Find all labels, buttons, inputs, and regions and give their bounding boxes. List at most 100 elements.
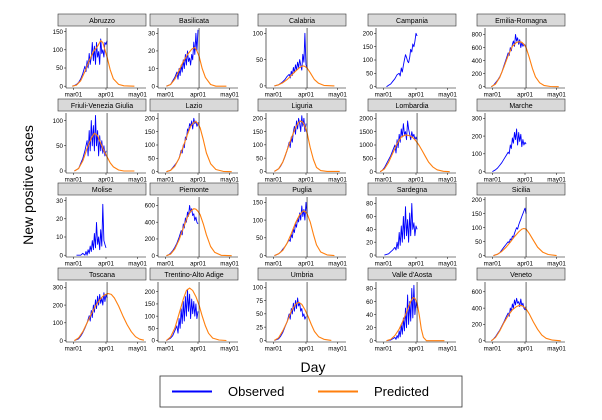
y-tick-label: 200 — [472, 322, 483, 329]
y-tick-label: 0 — [60, 83, 64, 90]
observed-series-line — [166, 117, 200, 173]
y-tick-label: 75 — [256, 298, 263, 305]
panel-strip — [367, 13, 457, 27]
x-tick-label: apr01 — [298, 177, 314, 184]
y-tick-label: 400 — [472, 58, 483, 65]
panel-strip — [57, 182, 147, 196]
y-tick-label: 0 — [260, 169, 264, 176]
panel-strip — [57, 98, 147, 112]
observed-series-line — [491, 297, 527, 342]
x-tick-label: apr01 — [98, 261, 114, 268]
y-tick-label: 40 — [366, 312, 373, 319]
panel-strip — [367, 98, 457, 112]
x-tick-label: may01 — [328, 177, 347, 184]
y-tick-label: 200 — [145, 236, 156, 243]
panel-title: Umbria — [291, 272, 314, 279]
panel-title: Friuli-Venezia Giulia — [71, 103, 133, 110]
y-tick-label: 0 — [479, 253, 483, 260]
x-tick-label: mar01 — [265, 177, 283, 184]
y-tick-label: 200 — [472, 71, 483, 78]
y-tick-label: 100 — [253, 217, 264, 224]
panel-title: Lombardia — [395, 103, 428, 110]
x-tick-label: apr01 — [190, 261, 206, 268]
x-axis-title: Day — [301, 359, 326, 375]
panel-strip — [476, 267, 566, 281]
x-tick-label: mar01 — [484, 346, 502, 353]
y-tick-label: 200 — [472, 197, 483, 204]
y-tick-label: 50 — [256, 311, 263, 318]
observed-series-line — [274, 115, 307, 172]
panel-piemonte: Piemonte 0 200 400 600 mar01 apr01 may01 — [145, 182, 239, 268]
predicted-series-line — [491, 41, 559, 88]
y-tick-label: 10 — [56, 234, 63, 241]
y-tick-label: 100 — [253, 30, 264, 37]
y-tick-label: 0 — [370, 169, 374, 176]
panel-sardegna: Sardegna 0 20 40 60 80 mar01 apr01 may01 — [366, 182, 457, 268]
panel-strip — [57, 13, 147, 27]
x-tick-label: mar01 — [157, 346, 175, 353]
y-tick-label: 50 — [56, 65, 63, 72]
x-tick-label: apr01 — [98, 346, 114, 353]
panel-strip — [149, 267, 239, 281]
observed-series-line — [384, 203, 418, 256]
x-tick-label: may01 — [547, 261, 566, 268]
panel-friuli-venezia-giulia: Friuli-Venezia Giulia 0 50 100 mar01 apr01 may… — [53, 98, 147, 184]
x-tick-label: apr01 — [408, 177, 424, 184]
predicted-series-line — [274, 210, 335, 257]
y-tick-label: 0 — [260, 83, 264, 90]
y-tick-label: 150 — [363, 44, 374, 51]
x-tick-label: apr01 — [517, 177, 533, 184]
panel-title: Liguria — [291, 103, 312, 110]
x-tick-label: apr01 — [408, 346, 424, 353]
observed-series-line — [274, 201, 308, 257]
x-tick-label: may01 — [438, 346, 457, 353]
observed-series-line — [166, 288, 199, 341]
observed-series-line — [76, 203, 107, 256]
panel-strip — [149, 13, 239, 27]
x-tick-label: may01 — [220, 346, 239, 353]
x-tick-label: apr01 — [298, 261, 314, 268]
x-tick-label: mar01 — [375, 261, 393, 268]
panel-strip — [367, 182, 457, 196]
panel-title: Campania — [396, 18, 428, 25]
y-tick-label: 0 — [152, 338, 156, 345]
y-tick-label: 100 — [53, 47, 64, 54]
x-tick-label: mar01 — [375, 177, 393, 184]
x-tick-label: may01 — [438, 177, 457, 184]
panel-strip — [257, 182, 347, 196]
x-tick-label: apr01 — [298, 346, 314, 353]
predicted-series-line — [274, 65, 335, 87]
x-tick-label: mar01 — [157, 261, 175, 268]
x-tick-label: mar01 — [265, 92, 283, 99]
panel-strip — [367, 267, 457, 281]
x-tick-label: may01 — [220, 261, 239, 268]
observed-series-line — [379, 120, 418, 173]
y-tick-label: 2000 — [359, 116, 373, 123]
y-tick-label: 150 — [145, 129, 156, 136]
y-tick-label: 0 — [60, 252, 64, 259]
x-tick-label: mar01 — [65, 177, 83, 184]
x-tick-label: apr01 — [517, 92, 533, 99]
observed-series-line — [492, 128, 527, 172]
x-tick-label: mar01 — [265, 346, 283, 353]
legend: Observed Predicted — [159, 375, 463, 408]
y-tick-label: 100 — [253, 142, 264, 149]
panel-title: Molise — [92, 187, 112, 194]
panel-calabria: Calabria 0 50 100 mar01 apr01 may01 — [253, 13, 347, 99]
x-tick-label: apr01 — [98, 92, 114, 99]
x-tick-label: may01 — [220, 177, 239, 184]
panel-liguria: Liguria 0 50 100 150 200 mar01 apr01 may01 — [253, 98, 347, 184]
y-tick-label: 20 — [148, 48, 155, 55]
panel-title: Valle d'Aosta — [392, 272, 432, 279]
y-tick-label: 150 — [253, 200, 264, 207]
predicted-series-line — [493, 227, 557, 257]
panel-title: Piemonte — [179, 187, 209, 194]
panel-strip — [149, 182, 239, 196]
y-tick-label: 0 — [60, 168, 64, 175]
y-tick-label: 600 — [472, 45, 483, 52]
y-tick-label: 0 — [370, 252, 374, 259]
x-tick-label: apr01 — [190, 346, 206, 353]
panel-title: Sardegna — [397, 187, 427, 194]
y-tick-label: 50 — [256, 155, 263, 162]
panel-strip — [476, 182, 566, 196]
